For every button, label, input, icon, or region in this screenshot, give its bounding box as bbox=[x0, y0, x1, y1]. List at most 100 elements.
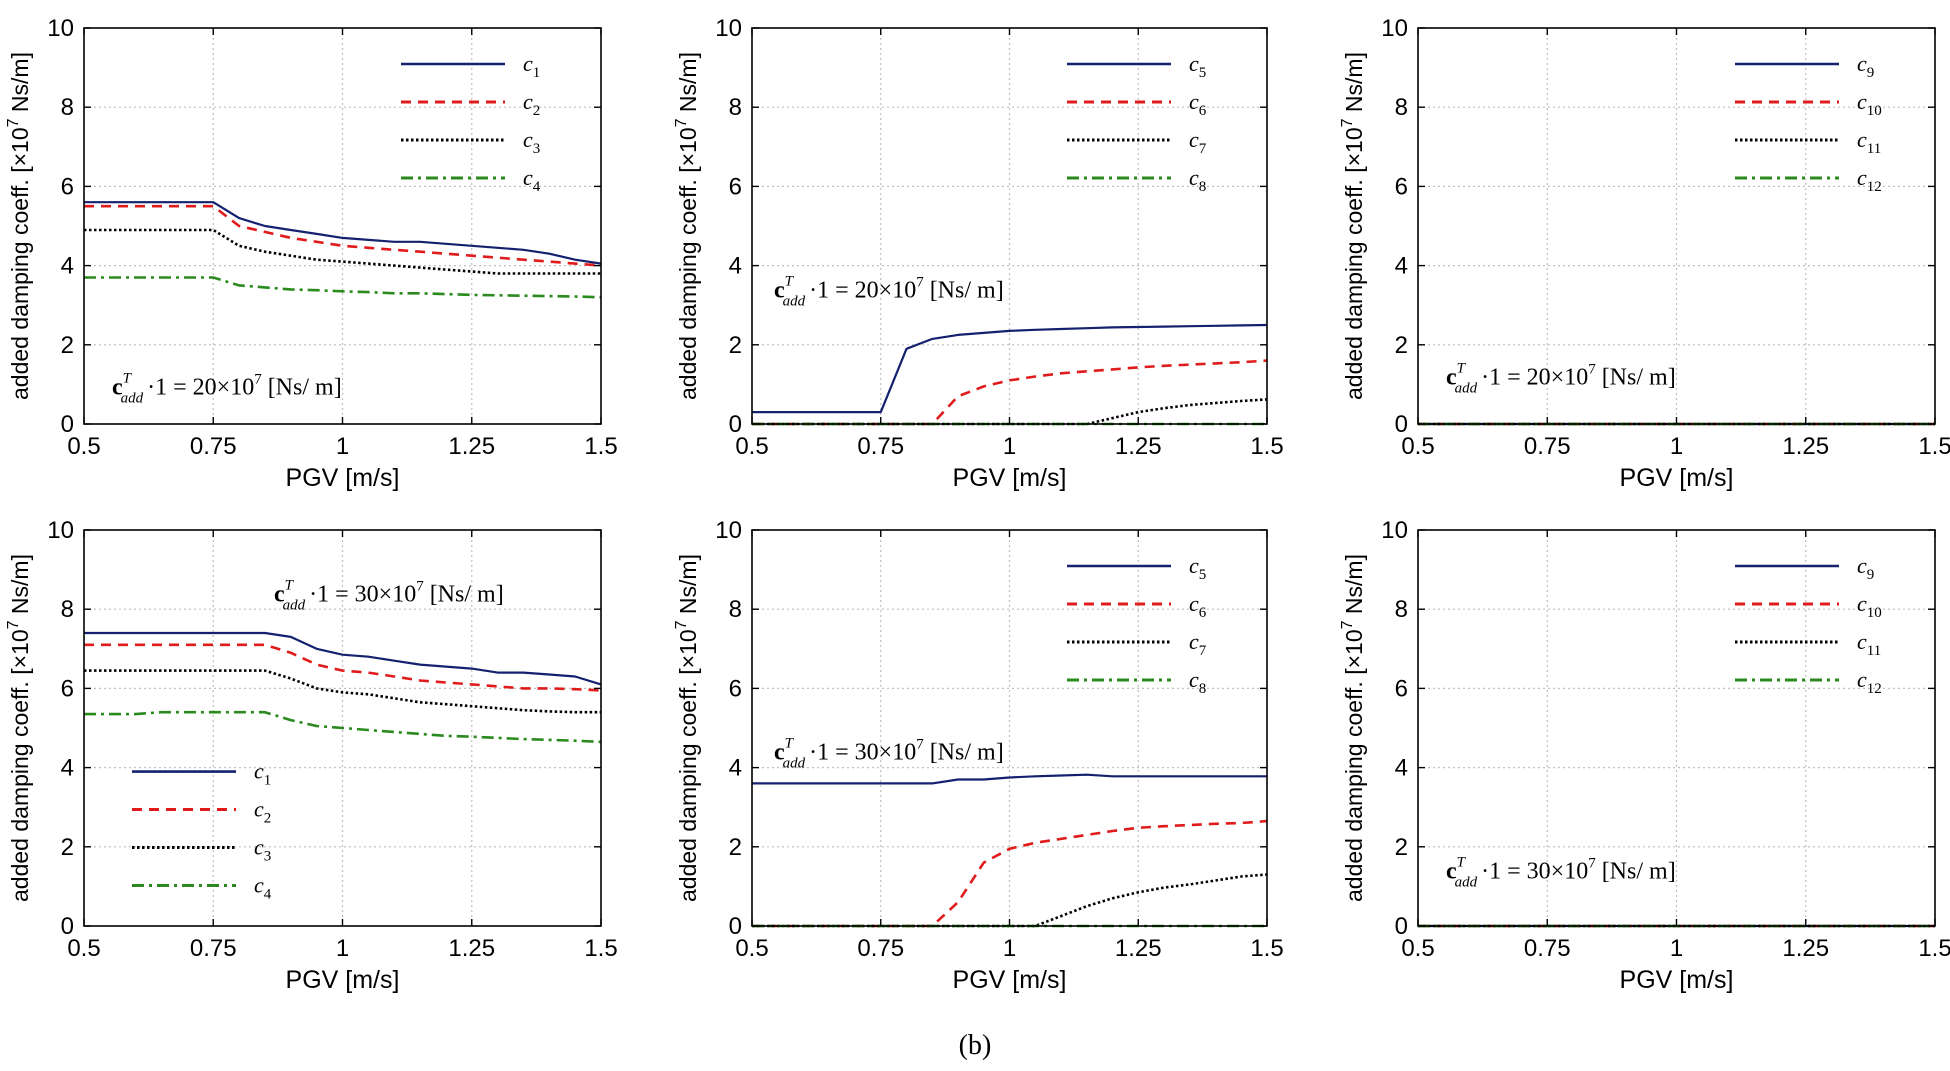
y-tick-label: 0 bbox=[1395, 411, 1408, 438]
legend-label-c2: c2 bbox=[254, 797, 271, 827]
legend-label-c5: c5 bbox=[1189, 553, 1206, 583]
y-tick-label: 6 bbox=[729, 675, 742, 702]
annotation-vector: c bbox=[112, 374, 123, 400]
y-tick-label: 10 bbox=[1381, 15, 1408, 42]
constraint-annotation: cT add ·1 = 20×107 [Ns/ m] bbox=[774, 273, 1004, 309]
chart-panel-2: 0.5 0.75 1 1.25 1.5 0 2 4 6 8 10 PGV [m/s] added dam… bbox=[673, 15, 1284, 492]
y-axis-label-unit: Ns/m] bbox=[675, 554, 701, 620]
x-tick-label: 0.5 bbox=[735, 433, 768, 460]
annotation-subscript: add bbox=[1455, 874, 1478, 890]
y-axis-label-text: added damping coeff. [×10 bbox=[7, 629, 33, 902]
x-axis-label: PGV [m/s] bbox=[953, 464, 1067, 492]
x-tick-label: 1.25 bbox=[1115, 433, 1162, 460]
y-tick-label: 2 bbox=[1395, 332, 1408, 359]
annotation-subscript: add bbox=[783, 293, 806, 309]
series-line-c5 bbox=[752, 773, 1267, 785]
legend-label-subscript: 8 bbox=[1199, 681, 1207, 697]
legend-label-letter: c bbox=[1189, 165, 1199, 190]
annotation-exponent: 7 bbox=[416, 578, 424, 594]
annotation-unit: [Ns/ m] bbox=[424, 581, 504, 607]
legend-label-c10: c10 bbox=[1857, 89, 1882, 119]
y-tick-label: 2 bbox=[729, 332, 742, 359]
x-axis-label: PGV [m/s] bbox=[1620, 966, 1734, 994]
legend-label-c1: c1 bbox=[254, 759, 271, 789]
legend-label-subscript: 1 bbox=[264, 773, 272, 789]
x-tick-label: 1.5 bbox=[1918, 433, 1950, 460]
annotation-exponent: 7 bbox=[1588, 855, 1596, 871]
y-tick-label: 4 bbox=[1395, 755, 1408, 782]
legend-label-letter: c bbox=[254, 873, 264, 898]
y-tick-label: 6 bbox=[1395, 675, 1408, 702]
y-axis-label-text: added damping coeff. [×10 bbox=[675, 127, 701, 400]
series-line-c3 bbox=[84, 228, 601, 275]
legend-label-subscript: 1 bbox=[533, 65, 541, 81]
annotation-exponent: 7 bbox=[254, 371, 262, 387]
legend-label-letter: c bbox=[523, 165, 533, 190]
series-line-c4 bbox=[84, 710, 602, 744]
annotation-exponent: 7 bbox=[916, 274, 924, 290]
chart-panel-4: 0.5 0.75 1 1.25 1.5 0 2 4 6 8 10 PGV [m/s] added dam… bbox=[5, 517, 618, 994]
x-tick-label: 0.75 bbox=[1524, 433, 1571, 460]
constraint-annotation: cT add ·1 = 30×107 [Ns/ m] bbox=[274, 577, 504, 613]
annotation-superscript: T bbox=[785, 736, 795, 752]
x-tick-label: 1.25 bbox=[1782, 433, 1829, 460]
annotation-vector: c bbox=[1446, 364, 1457, 390]
legend-label-letter: c bbox=[254, 835, 264, 860]
chart-panel-6: 0.5 0.75 1 1.25 1.5 0 2 4 6 8 10 PGV [m/s] added dam… bbox=[1339, 517, 1950, 994]
y-axis-label-unit: Ns/m] bbox=[1341, 554, 1367, 620]
chart-panel-5: 0.5 0.75 1 1.25 1.5 0 2 4 6 8 10 PGV [m/s] added dam… bbox=[673, 517, 1284, 994]
legend-label-letter: c bbox=[1857, 89, 1867, 114]
annotation-unit: [Ns/ m] bbox=[924, 740, 1004, 766]
legend-label-letter: c bbox=[1857, 165, 1867, 190]
legend-label-subscript: 5 bbox=[1199, 567, 1207, 583]
legend-label-c8: c8 bbox=[1189, 667, 1206, 697]
legend-label-c1: c1 bbox=[523, 51, 540, 81]
y-tick-label: 8 bbox=[1395, 596, 1408, 623]
x-tick-label: 0.5 bbox=[735, 935, 768, 962]
annotation-exponent: 7 bbox=[1588, 361, 1596, 377]
x-tick-label: 1.25 bbox=[1782, 935, 1829, 962]
y-tick-label: 2 bbox=[61, 834, 74, 861]
x-tick-label: 0.5 bbox=[67, 935, 100, 962]
y-tick-label: 0 bbox=[729, 411, 742, 438]
legend-label-c2: c2 bbox=[523, 89, 540, 119]
legend-label-c11: c11 bbox=[1857, 127, 1881, 157]
x-tick-label: 0.75 bbox=[857, 433, 904, 460]
legend-label-c5: c5 bbox=[1189, 51, 1206, 81]
legend-label-c10: c10 bbox=[1857, 591, 1882, 621]
y-axis-label-exponent: 7 bbox=[5, 118, 22, 127]
annotation-equation: ·1 = 30×10 bbox=[1481, 858, 1588, 884]
x-tick-label: 0.5 bbox=[1401, 433, 1434, 460]
legend-label-letter: c bbox=[523, 127, 533, 152]
series-line-c2 bbox=[84, 204, 602, 267]
annotation-superscript: T bbox=[785, 273, 795, 289]
legend-label-subscript: 10 bbox=[1867, 103, 1882, 119]
annotation-superscript: T bbox=[1457, 854, 1467, 870]
annotation-unit: [Ns/ m] bbox=[924, 277, 1004, 303]
legend-label-letter: c bbox=[1189, 127, 1199, 152]
y-axis-label: added damping coeff. [×107 Ns/m] bbox=[673, 52, 701, 400]
constraint-annotation: cT add ·1 = 20×107 [Ns/ m] bbox=[112, 370, 342, 406]
legend-label-c6: c6 bbox=[1189, 89, 1207, 119]
x-tick-label: 0.5 bbox=[1401, 935, 1434, 962]
legend-label-letter: c bbox=[1189, 629, 1199, 654]
constraint-annotation: cT add ·1 = 30×107 [Ns/ m] bbox=[774, 736, 1004, 772]
series-line-c4 bbox=[84, 276, 602, 299]
x-tick-label: 0.75 bbox=[190, 433, 237, 460]
legend-label-c4: c4 bbox=[254, 873, 272, 903]
annotation-equation: ·1 = 30×10 bbox=[309, 581, 416, 607]
constraint-annotation: cT add ·1 = 30×107 [Ns/ m] bbox=[1446, 854, 1676, 890]
legend-label-letter: c bbox=[1857, 51, 1867, 76]
y-tick-label: 10 bbox=[715, 517, 742, 544]
legend-label-letter: c bbox=[1857, 553, 1867, 578]
y-tick-label: 2 bbox=[729, 834, 742, 861]
legend-label-subscript: 10 bbox=[1867, 605, 1882, 621]
y-axis-label: added damping coeff. [×107 Ns/m] bbox=[1339, 554, 1367, 902]
legend-label-c12: c12 bbox=[1857, 667, 1882, 697]
legend-label-letter: c bbox=[254, 759, 264, 784]
x-tick-label: 1.5 bbox=[1250, 433, 1283, 460]
x-tick-label: 1 bbox=[336, 935, 349, 962]
legend-label-c11: c11 bbox=[1857, 629, 1881, 659]
y-axis-label: added damping coeff. [×107 Ns/m] bbox=[673, 554, 701, 902]
